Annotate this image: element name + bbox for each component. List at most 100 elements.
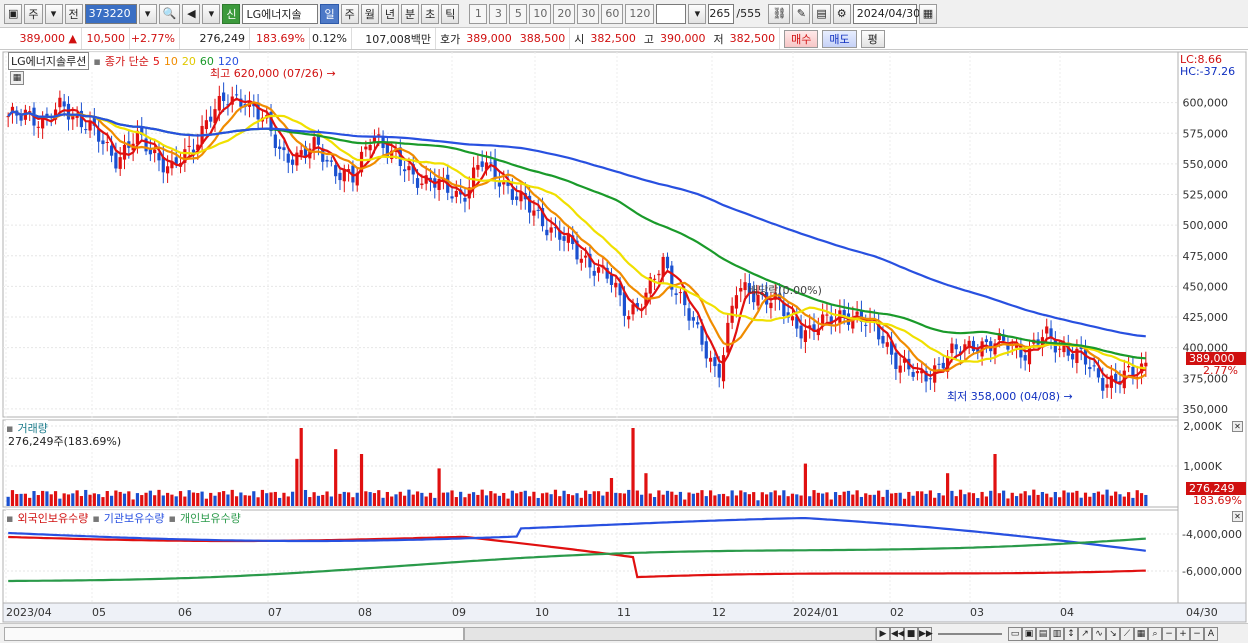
x-tick-label: 02 bbox=[890, 606, 904, 619]
tool-icon-10[interactable]: ▦ bbox=[1134, 626, 1148, 641]
interval-10[interactable]: 10 bbox=[529, 3, 552, 24]
stock-code-input[interactable]: 373220 bbox=[84, 3, 137, 24]
volume-bar bbox=[351, 497, 355, 506]
holdings-close-icon[interactable]: ✕ bbox=[1232, 511, 1243, 522]
rewind-icon[interactable]: ◀◀ bbox=[890, 626, 905, 641]
minimize-icon[interactable]: − bbox=[1190, 626, 1204, 641]
count-input[interactable]: 265 bbox=[708, 3, 735, 24]
grid-toggle-icon[interactable]: ▦ bbox=[10, 71, 24, 85]
calendar-icon[interactable]: ▦ bbox=[918, 3, 938, 24]
buy-button[interactable]: 매수 bbox=[784, 29, 819, 48]
legend-foreign[interactable]: 외국인보유수량 bbox=[17, 512, 89, 525]
interval-1[interactable]: 1 bbox=[469, 3, 488, 24]
x-tick-label: 09 bbox=[452, 606, 466, 619]
tool-icon-2[interactable]: ▣ bbox=[1022, 626, 1036, 641]
candle-body bbox=[338, 172, 342, 181]
save-icon[interactable]: ▤ bbox=[812, 3, 831, 24]
ma-period-10: 10 bbox=[163, 54, 178, 68]
volume-bar bbox=[463, 497, 467, 506]
volume-bar bbox=[299, 428, 303, 506]
volume-bar bbox=[614, 492, 618, 506]
speaker-icon[interactable]: ◀ bbox=[182, 3, 201, 24]
candle-body bbox=[971, 340, 976, 351]
interval-3[interactable]: 3 bbox=[489, 3, 508, 24]
draw-tool-icon[interactable]: ✎ bbox=[792, 3, 811, 24]
legend-individual[interactable]: 개인보유수량 bbox=[179, 512, 241, 525]
period-tab-minute[interactable]: 분 bbox=[400, 3, 420, 24]
period-tab-second[interactable]: 초 bbox=[421, 3, 440, 24]
search-icon[interactable]: 🔍 bbox=[158, 3, 181, 24]
period-tab-tick[interactable]: 틱 bbox=[441, 3, 460, 24]
zoom-out-icon[interactable]: − bbox=[1162, 626, 1176, 641]
candle-body bbox=[377, 134, 381, 136]
interval-120[interactable]: 120 bbox=[625, 3, 655, 24]
interval-20[interactable]: 20 bbox=[553, 3, 576, 24]
volume-bar bbox=[1096, 491, 1101, 506]
zoom-in-icon[interactable]: + bbox=[1176, 626, 1190, 641]
candle-body bbox=[407, 166, 411, 171]
bid-label: 호가 bbox=[440, 32, 461, 46]
stock-chart[interactable]: 600,000 575,000 550,000 525,000 500,000 475,0… bbox=[0, 50, 1248, 623]
volume-title[interactable]: 거래량 bbox=[17, 422, 48, 435]
market-dropdown-icon[interactable]: ▾ bbox=[44, 3, 63, 24]
period-tab-week[interactable]: 주 bbox=[340, 3, 359, 24]
trade-amount: 107,008백만 bbox=[352, 28, 436, 49]
period-select[interactable]: 전 bbox=[64, 3, 83, 24]
new-badge[interactable]: 신 bbox=[222, 3, 241, 24]
tool-icon-8[interactable]: ↘ bbox=[1106, 626, 1120, 641]
low-label: 저 bbox=[713, 32, 724, 46]
ma-label[interactable]: 종가 단순 bbox=[104, 55, 149, 68]
tool-icon-3[interactable]: ▤ bbox=[1036, 626, 1050, 641]
interval-custom-input[interactable] bbox=[656, 3, 687, 24]
x-tick-label: 04 bbox=[1060, 606, 1074, 619]
price-panel[interactable] bbox=[2, 51, 1179, 418]
tool-icon-5[interactable]: ↕ bbox=[1064, 626, 1078, 641]
period-tab-month[interactable]: 월 bbox=[360, 3, 379, 24]
volume-bar bbox=[993, 454, 997, 506]
candle-body bbox=[1014, 344, 1019, 348]
volume-bar bbox=[704, 496, 708, 506]
legend-institution[interactable]: 기관보유수량 bbox=[103, 512, 165, 525]
period-tab-day[interactable]: 일 bbox=[320, 3, 339, 24]
tool-icon-6[interactable]: ↗ bbox=[1078, 626, 1092, 641]
speaker-dropdown-icon[interactable]: ▾ bbox=[202, 3, 221, 24]
zoom-search-icon[interactable]: ⌕ bbox=[1148, 626, 1162, 641]
eval-button[interactable]: 평 bbox=[860, 29, 885, 48]
sell-button[interactable]: 매도 bbox=[822, 29, 857, 48]
interval-30[interactable]: 30 bbox=[577, 3, 600, 24]
scroll-right-icon[interactable]: ▶ bbox=[876, 626, 890, 641]
scroll-thumb[interactable] bbox=[464, 626, 876, 641]
link-icon[interactable]: ⛓ bbox=[768, 3, 791, 24]
tool-icon-7[interactable]: ∿ bbox=[1092, 626, 1106, 641]
tool-icon-4[interactable]: ▥ bbox=[1050, 626, 1064, 641]
tool-icon-1[interactable]: ▭ bbox=[1008, 626, 1022, 641]
interval-60[interactable]: 60 bbox=[601, 3, 624, 24]
volume-bar bbox=[898, 492, 902, 506]
stock-name-field[interactable]: LG에너지솔 bbox=[242, 3, 319, 24]
tool-icon-9[interactable]: ⟋ bbox=[1120, 626, 1134, 641]
candle-body bbox=[683, 291, 687, 306]
volume-bar bbox=[1144, 494, 1148, 506]
gear-icon[interactable]: ⚙ bbox=[832, 3, 851, 24]
volume-bar bbox=[1092, 492, 1096, 506]
candle-body bbox=[489, 162, 493, 164]
period-tab-year[interactable]: 년 bbox=[380, 3, 399, 24]
stop-icon[interactable]: ■ bbox=[904, 626, 918, 641]
interval-5[interactable]: 5 bbox=[509, 3, 528, 24]
volume-close-icon[interactable]: ✕ bbox=[1232, 421, 1243, 432]
scroll-track[interactable] bbox=[4, 626, 464, 641]
market-select[interactable]: 주 bbox=[24, 3, 43, 24]
volume-bar bbox=[446, 492, 450, 506]
volume-bar bbox=[114, 490, 118, 506]
layout-icon[interactable]: ▣ bbox=[4, 3, 23, 24]
volume-bar bbox=[32, 491, 36, 506]
fast-forward-icon[interactable]: ▶▶ bbox=[918, 626, 933, 641]
interval-dropdown-icon[interactable]: ▾ bbox=[688, 3, 707, 24]
speed-slider[interactable] bbox=[938, 632, 1002, 635]
date-input[interactable]: 2024/04/30 bbox=[852, 3, 920, 24]
current-price-tag: 389,000 bbox=[1186, 352, 1246, 365]
code-dropdown-icon[interactable]: ▾ bbox=[138, 3, 157, 24]
font-size-icon[interactable]: A bbox=[1204, 626, 1218, 641]
stock-label[interactable]: LG에너지솔루션 bbox=[8, 52, 90, 70]
volume-bar bbox=[148, 490, 152, 506]
